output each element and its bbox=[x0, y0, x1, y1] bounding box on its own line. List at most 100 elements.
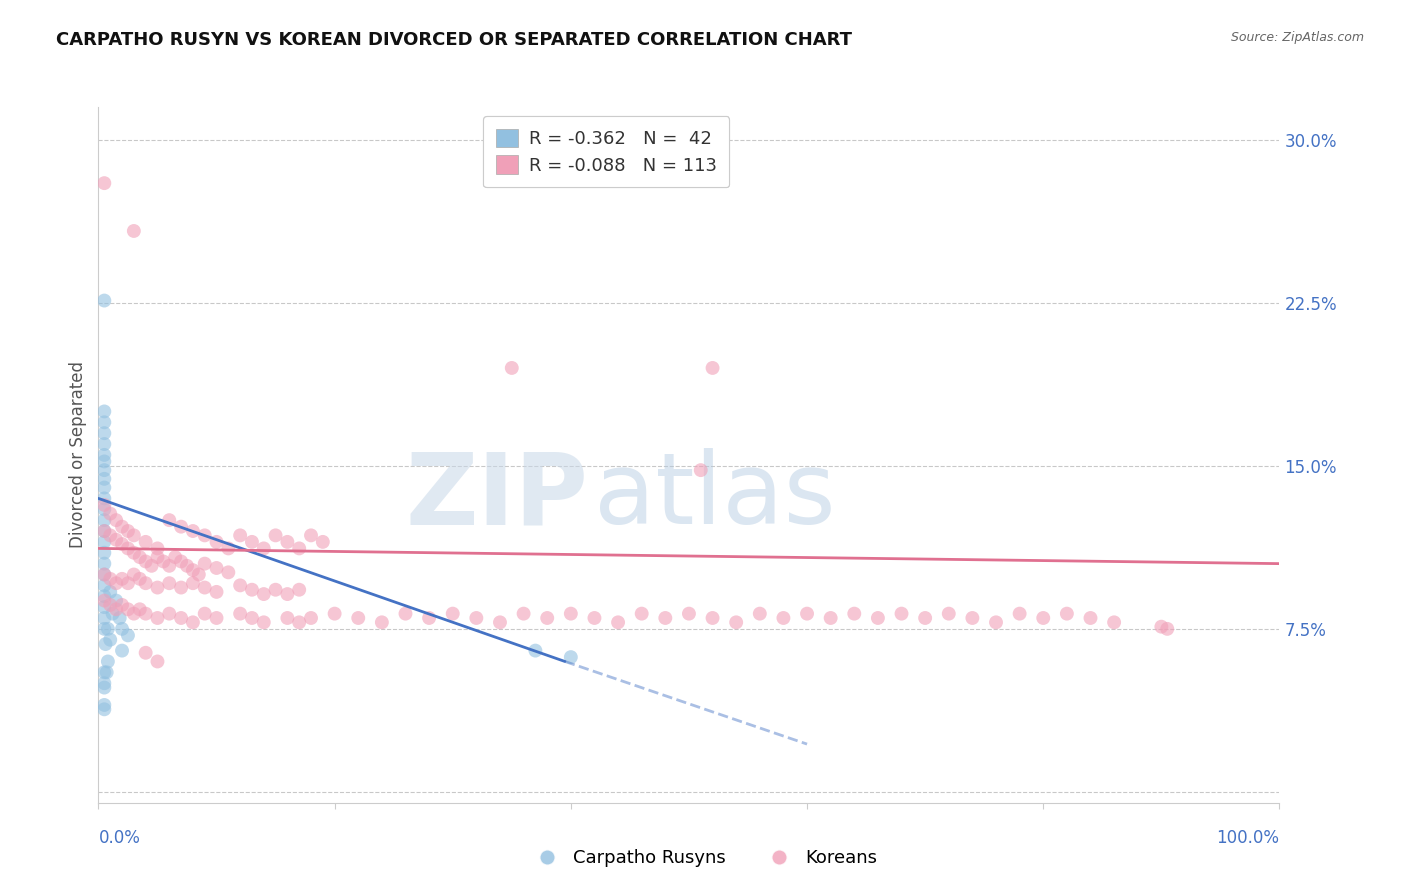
Point bbox=[181, 524, 204, 538]
Point bbox=[678, 607, 700, 621]
Point bbox=[914, 611, 936, 625]
Point bbox=[170, 554, 193, 568]
Legend: R = -0.362   N =  42, R = -0.088   N = 113: R = -0.362 N = 42, R = -0.088 N = 113 bbox=[484, 116, 730, 187]
Point bbox=[1156, 622, 1178, 636]
Point bbox=[165, 550, 187, 565]
Point bbox=[122, 528, 145, 542]
Point bbox=[128, 572, 150, 586]
Point bbox=[93, 546, 115, 560]
Text: 100.0%: 100.0% bbox=[1216, 829, 1279, 847]
Point bbox=[181, 615, 204, 630]
Point bbox=[560, 607, 582, 621]
Point bbox=[240, 611, 263, 625]
Text: ZIP: ZIP bbox=[406, 448, 589, 545]
Point bbox=[890, 607, 912, 621]
Point bbox=[122, 567, 145, 582]
Point bbox=[157, 607, 180, 621]
Point bbox=[93, 593, 115, 607]
Point bbox=[323, 607, 346, 621]
Point bbox=[157, 558, 180, 573]
Point bbox=[94, 637, 117, 651]
Point bbox=[111, 519, 134, 533]
Point bbox=[97, 622, 120, 636]
Point bbox=[93, 481, 115, 495]
Point bbox=[128, 602, 150, 616]
Point bbox=[217, 541, 239, 556]
Point bbox=[288, 582, 311, 597]
Point bbox=[240, 582, 263, 597]
Point bbox=[93, 702, 115, 716]
Point bbox=[253, 615, 276, 630]
Point bbox=[93, 611, 115, 625]
Point bbox=[276, 534, 298, 549]
Point bbox=[122, 546, 145, 560]
Point bbox=[962, 611, 984, 625]
Point bbox=[146, 550, 169, 565]
Point bbox=[181, 576, 204, 591]
Point bbox=[117, 524, 139, 538]
Point bbox=[157, 513, 180, 527]
Point bbox=[101, 607, 124, 621]
Point bbox=[93, 176, 115, 190]
Point bbox=[299, 611, 322, 625]
Point bbox=[93, 600, 115, 615]
Point bbox=[253, 541, 276, 556]
Point bbox=[371, 615, 394, 630]
Point bbox=[93, 502, 115, 516]
Point bbox=[288, 615, 311, 630]
Point bbox=[630, 607, 652, 621]
Point bbox=[135, 554, 157, 568]
Y-axis label: Divorced or Separated: Divorced or Separated bbox=[69, 361, 87, 549]
Point bbox=[276, 611, 298, 625]
Point bbox=[536, 611, 558, 625]
Point bbox=[135, 646, 157, 660]
Point bbox=[128, 550, 150, 565]
Point bbox=[512, 607, 534, 621]
Point bbox=[170, 519, 193, 533]
Point bbox=[93, 498, 115, 512]
Point bbox=[117, 576, 139, 591]
Point bbox=[194, 581, 217, 595]
Point bbox=[654, 611, 676, 625]
Point bbox=[93, 415, 115, 429]
Point bbox=[93, 681, 115, 695]
Point bbox=[98, 598, 121, 612]
Point bbox=[146, 611, 169, 625]
Point bbox=[93, 293, 115, 308]
Point bbox=[146, 541, 169, 556]
Text: atlas: atlas bbox=[595, 448, 837, 545]
Point bbox=[1056, 607, 1078, 621]
Point bbox=[93, 676, 115, 690]
Point bbox=[93, 567, 115, 582]
Point bbox=[276, 587, 298, 601]
Point bbox=[96, 665, 118, 680]
Point bbox=[93, 622, 115, 636]
Point bbox=[194, 528, 217, 542]
Point bbox=[229, 578, 252, 592]
Point bbox=[288, 541, 311, 556]
Point bbox=[229, 528, 252, 542]
Text: Source: ZipAtlas.com: Source: ZipAtlas.com bbox=[1230, 31, 1364, 45]
Point bbox=[93, 698, 115, 712]
Point bbox=[105, 593, 128, 607]
Point bbox=[725, 615, 748, 630]
Point bbox=[157, 576, 180, 591]
Point bbox=[194, 557, 217, 571]
Point bbox=[98, 572, 121, 586]
Point bbox=[820, 611, 842, 625]
Point bbox=[1102, 615, 1125, 630]
Point bbox=[93, 404, 115, 418]
Point bbox=[205, 534, 228, 549]
Point bbox=[93, 426, 115, 441]
Point bbox=[135, 534, 157, 549]
Point bbox=[205, 611, 228, 625]
Text: CARPATHO RUSYN VS KOREAN DIVORCED OR SEPARATED CORRELATION CHART: CARPATHO RUSYN VS KOREAN DIVORCED OR SEP… bbox=[56, 31, 852, 49]
Point bbox=[170, 581, 193, 595]
Point bbox=[135, 607, 157, 621]
Text: 0.0%: 0.0% bbox=[98, 829, 141, 847]
Point bbox=[135, 576, 157, 591]
Point bbox=[93, 524, 115, 538]
Point bbox=[1080, 611, 1102, 625]
Point bbox=[105, 602, 128, 616]
Point bbox=[141, 558, 163, 573]
